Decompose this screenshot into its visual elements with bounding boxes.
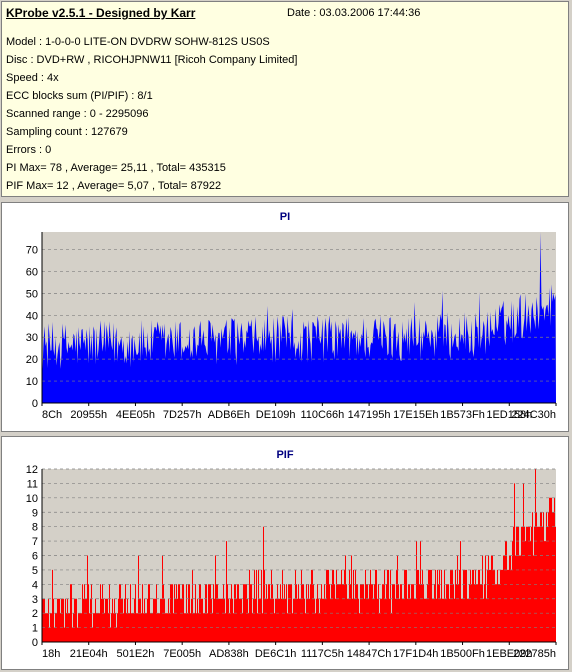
x-tick-label: 14847Ch xyxy=(347,648,392,660)
x-tick-label: 8Ch xyxy=(42,409,62,421)
x-tick-label: 110C66h xyxy=(300,409,344,421)
x-tick-label: DE109h xyxy=(256,409,296,421)
y-tick-label: 2 xyxy=(32,608,38,620)
info-speed: Speed : 4x xyxy=(6,72,59,84)
info-errors: Errors : 0 xyxy=(6,144,52,156)
x-tick-label: 18h xyxy=(42,648,60,660)
info-sampling-count: Sampling count : 127679 xyxy=(6,126,128,138)
x-tick-label: 20955h xyxy=(70,409,107,421)
x-tick-label: ADB6Eh xyxy=(208,409,250,421)
info-model: Model : 1-0-0-0 LITE-ON DVDRW SOHW-812S … xyxy=(6,36,270,48)
x-tick-label: 222785h xyxy=(513,648,556,660)
y-tick-label: 11 xyxy=(27,478,38,490)
y-tick-label: 0 xyxy=(32,398,38,410)
pi-chart: 0 10 20 30 40 50 60 70 8Ch 20955h 4EE05h 7D257h ADB6… xyxy=(26,232,557,421)
y-tick-label: 20 xyxy=(26,354,38,366)
x-tick-label: AD838h xyxy=(209,648,249,660)
pi-series xyxy=(42,232,556,403)
x-tick-label: 7D257h xyxy=(163,409,202,421)
y-tick-label: 10 xyxy=(26,376,38,388)
y-tick-label: 1 xyxy=(32,623,38,635)
x-tick-label: 17E15Eh xyxy=(393,409,438,421)
pif-chart-title: PIF xyxy=(276,449,294,461)
x-tick-label: 7E005h xyxy=(163,648,201,660)
x-tick-label: 224C30h xyxy=(511,409,556,421)
x-tick-label: 1EBE09h xyxy=(486,648,532,660)
y-tick-label: 40 xyxy=(26,310,38,322)
x-tick-label: 1ED158h xyxy=(486,409,532,421)
x-tick-label: 17F1D4h xyxy=(393,648,438,660)
x-tick-label: 501E2h xyxy=(116,648,154,660)
pif-chart-panel: PIF 0 1 2 3 4 5 6 7 8 9 10 11 12 18h 21E04h 501E2h 7E005… xyxy=(1,436,569,670)
pi-chart-title: PI xyxy=(279,211,291,223)
x-tick-label: 1117C5h xyxy=(301,648,344,660)
x-tick-label: DE6C1h xyxy=(255,648,297,660)
x-tick-label: 21E04h xyxy=(70,648,108,660)
y-tick-label: 6 xyxy=(32,551,38,563)
y-tick-label: 50 xyxy=(26,288,38,300)
app-title: KProbe v2.5.1 - Designed by Karr xyxy=(6,6,196,20)
y-tick-label: 60 xyxy=(26,266,38,278)
y-tick-label: 12 xyxy=(26,464,38,476)
y-tick-label: 4 xyxy=(32,579,38,591)
y-tick-label: 10 xyxy=(26,493,38,505)
y-tick-label: 7 xyxy=(32,536,38,548)
info-pi-stats: PI Max= 78 , Average= 25,11 , Total= 435… xyxy=(6,162,226,174)
y-tick-label: 30 xyxy=(26,332,38,344)
y-tick-label: 0 xyxy=(32,637,38,649)
y-tick-label: 70 xyxy=(26,245,38,257)
info-panel: KProbe v2.5.1 - Designed by Karr Date : … xyxy=(1,1,569,197)
scan-date: Date : 03.03.2006 17:44:36 xyxy=(287,7,421,19)
x-tick-label: 147195h xyxy=(348,409,391,421)
y-tick-label: 8 xyxy=(32,522,38,534)
info-ecc-blocks: ECC blocks sum (PI/PIF) : 8/1 xyxy=(6,90,153,102)
x-tick-label: 4EE05h xyxy=(116,409,155,421)
info-disc: Disc : DVD+RW , RICOHJPNW11 [Ricoh Compa… xyxy=(6,54,298,66)
info-pif-stats: PIF Max= 12 , Average= 5,07 , Total= 879… xyxy=(6,180,222,192)
y-tick-label: 9 xyxy=(32,507,38,519)
pi-chart-panel: PI 0 10 20 30 40 50 60 70 8Ch 20955h 4EE05h 7D257h A… xyxy=(1,202,569,432)
x-tick-label: 1B500Fh xyxy=(440,648,485,660)
info-scanned-range: Scanned range : 0 - 2295096 xyxy=(6,108,149,120)
y-tick-label: 5 xyxy=(32,565,38,577)
y-tick-label: 3 xyxy=(32,594,38,606)
x-tick-label: 1B573Fh xyxy=(440,409,485,421)
